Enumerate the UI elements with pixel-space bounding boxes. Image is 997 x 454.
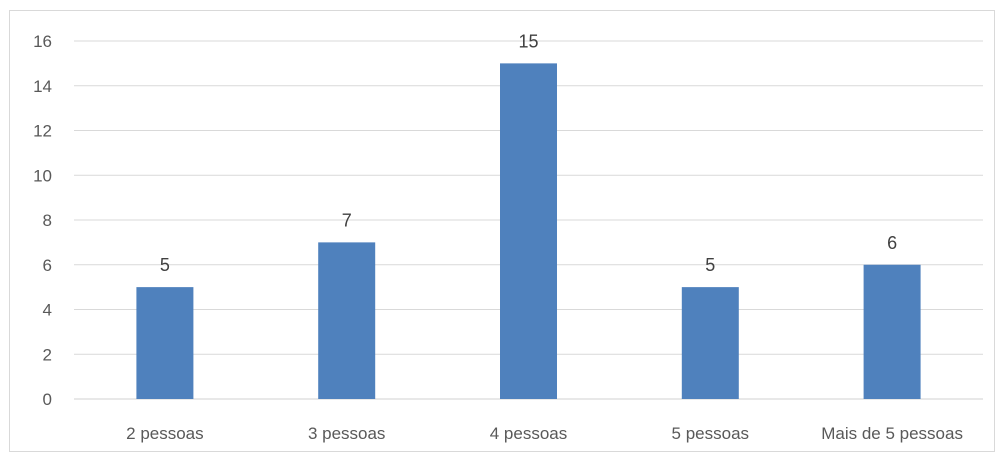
data-label-2: 7	[342, 210, 352, 230]
y-tick-label-4: 4	[43, 301, 52, 320]
category-label-3: 4 pessoas	[490, 424, 568, 443]
category-label-5: Mais de 5 pessoas	[821, 424, 963, 443]
data-label-1: 5	[160, 255, 170, 275]
bar-2	[318, 242, 376, 399]
data-label-3: 15	[518, 31, 538, 51]
y-tick-label-12: 12	[33, 122, 52, 141]
y-tick-label-2: 2	[43, 345, 52, 364]
bar-1	[136, 287, 194, 399]
y-tick-label-6: 6	[43, 256, 52, 275]
data-label-4: 5	[705, 255, 715, 275]
category-label-2: 3 pessoas	[308, 424, 386, 443]
data-labels: 5 7 15 5 6	[160, 31, 897, 275]
y-tick-label-14: 14	[33, 77, 52, 96]
x-axis-category-labels: 2 pessoas 3 pessoas 4 pessoas 5 pessoas Mais…	[126, 424, 963, 443]
category-label-1: 2 pessoas	[126, 424, 204, 443]
y-tick-label-0: 0	[43, 390, 52, 409]
y-tick-label-8: 8	[43, 211, 52, 230]
y-tick-label-16: 16	[33, 32, 52, 51]
bar-4	[681, 287, 739, 399]
bar-5	[863, 264, 921, 399]
data-label-5: 6	[887, 233, 897, 253]
y-axis-tick-labels: 0 2 4 6 8 10 12 14 16	[33, 32, 52, 409]
bar-3	[500, 63, 557, 399]
bars	[136, 63, 921, 399]
y-tick-label-10: 10	[33, 166, 52, 185]
category-label-4: 5 pessoas	[672, 424, 750, 443]
